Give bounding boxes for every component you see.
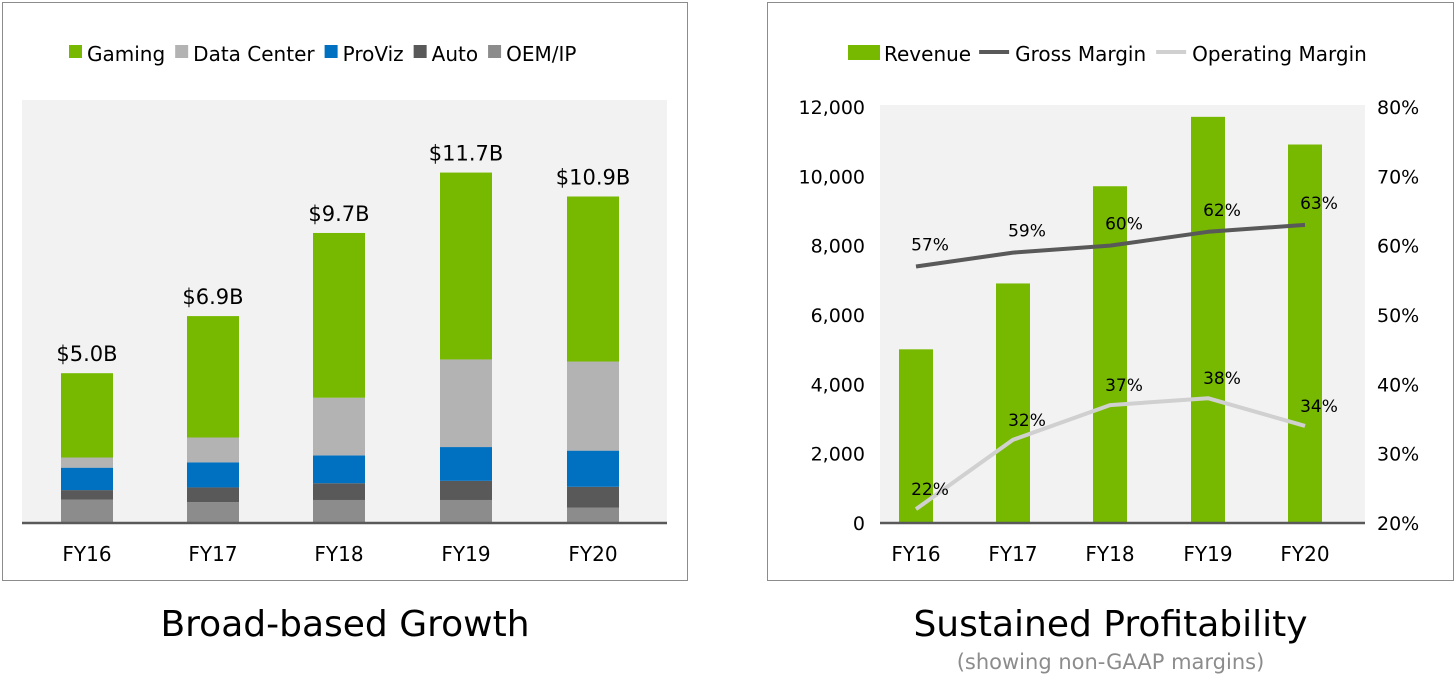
legend-swatch-data-center xyxy=(175,45,189,58)
legend-label-data-center: Data Center xyxy=(193,42,315,66)
legend-label-revenue: Revenue xyxy=(884,42,971,66)
bar-segment-oem-ip-fy18 xyxy=(313,499,365,523)
y-right-tick-label: 40% xyxy=(1377,374,1419,396)
legend-swatch-gaming xyxy=(69,45,82,58)
y-left-tick-label: 0 xyxy=(853,513,865,535)
bar-segment-proviz-fy19 xyxy=(440,447,492,481)
gross-margin-data-label: 63% xyxy=(1300,194,1338,214)
legend-label-oem-ip: OEM/IP xyxy=(506,42,576,66)
left-chart-title: Broad-based Growth xyxy=(160,604,530,645)
right-chart-title: Sustained Profitability xyxy=(913,604,1308,645)
revenue-bar-fy19 xyxy=(1191,116,1225,523)
bar-segment-gaming-fy17 xyxy=(187,316,239,438)
bar-segment-gaming-fy16 xyxy=(61,373,113,458)
bar-segment-oem-ip-fy17 xyxy=(187,502,239,523)
y-left-tick-label: 8,000 xyxy=(811,236,865,258)
x-tick-label-fy16: FY16 xyxy=(891,542,940,566)
operating-margin-data-label: 37% xyxy=(1105,376,1143,396)
x-tick-label-fy17: FY17 xyxy=(188,542,237,566)
revenue-bar-fy20 xyxy=(1288,144,1322,523)
legend-label-proviz: ProViz xyxy=(343,42,404,66)
right-chart-subtitle: (showing non-GAAP margins) xyxy=(956,650,1265,674)
bar-segment-oem-ip-fy20 xyxy=(567,507,619,523)
gross-margin-data-label: 60% xyxy=(1105,215,1143,235)
operating-margin-data-label: 34% xyxy=(1300,397,1338,417)
y-right-tick-label: 50% xyxy=(1377,305,1419,327)
total-label-fy19: $11.7B xyxy=(429,142,504,166)
bar-segment-data-center-fy20 xyxy=(567,361,619,451)
legend-label-gross-margin: Gross Margin xyxy=(1015,42,1146,66)
bar-segment-proviz-fy20 xyxy=(567,450,619,487)
y-left-tick-label: 4,000 xyxy=(811,374,865,396)
x-tick-label-fy19: FY19 xyxy=(1183,542,1232,566)
x-tick-label-fy20: FY20 xyxy=(568,542,617,566)
y-right-tick-label: 70% xyxy=(1377,166,1419,188)
y-left-tick-label: 12,000 xyxy=(799,97,865,119)
bar-segment-data-center-fy16 xyxy=(61,457,113,468)
gross-margin-data-label: 59% xyxy=(1008,222,1046,242)
bar-segment-proviz-fy18 xyxy=(313,455,365,484)
bar-segment-auto-fy16 xyxy=(61,490,113,500)
revenue-bar-fy18 xyxy=(1093,186,1127,524)
total-label-fy18: $9.7B xyxy=(308,202,369,226)
total-label-fy20: $10.9B xyxy=(556,165,631,189)
bar-segment-proviz-fy16 xyxy=(61,467,113,491)
operating-margin-data-label: 38% xyxy=(1203,369,1241,389)
total-label-fy17: $6.9B xyxy=(182,285,243,309)
bar-segment-auto-fy20 xyxy=(567,486,619,508)
legend-swatch-proviz xyxy=(324,45,338,58)
revenue-bar-fy17 xyxy=(996,283,1030,523)
legend-swatch-oem-ip xyxy=(488,45,502,58)
bar-segment-gaming-fy19 xyxy=(440,172,492,360)
y-left-tick-label: 10,000 xyxy=(799,166,865,188)
legend-label-gaming: Gaming xyxy=(87,42,165,66)
y-right-tick-label: 80% xyxy=(1377,97,1419,119)
left-chart-frame xyxy=(2,2,688,581)
y-right-tick-label: 20% xyxy=(1377,513,1419,535)
revenue-bar-fy16 xyxy=(899,349,933,523)
gross-margin-data-label: 62% xyxy=(1203,201,1241,221)
x-tick-label-fy18: FY18 xyxy=(1085,542,1134,566)
bar-segment-auto-fy18 xyxy=(313,483,365,500)
bar-segment-data-center-fy19 xyxy=(440,359,492,448)
legend-swatch-auto xyxy=(413,45,427,58)
bar-segment-gaming-fy18 xyxy=(313,232,365,398)
legend-label-operating-margin: Operating Margin xyxy=(1192,42,1367,66)
operating-margin-data-label: 32% xyxy=(1008,411,1046,431)
bar-segment-proviz-fy17 xyxy=(187,462,239,488)
y-right-tick-label: 60% xyxy=(1377,236,1419,258)
legend-label-auto: Auto xyxy=(432,42,478,66)
y-left-tick-label: 6,000 xyxy=(811,305,865,327)
bar-segment-auto-fy19 xyxy=(440,480,492,500)
y-left-tick-label: 2,000 xyxy=(811,444,865,466)
operating-margin-data-label: 22% xyxy=(911,480,949,500)
bar-segment-data-center-fy17 xyxy=(187,437,239,463)
bar-segment-oem-ip-fy16 xyxy=(61,499,113,523)
legend-swatch-revenue xyxy=(848,45,880,60)
y-right-tick-label: 30% xyxy=(1377,444,1419,466)
right-chart-frame xyxy=(767,2,1454,581)
bar-segment-gaming-fy20 xyxy=(567,196,619,362)
x-tick-label-fy19: FY19 xyxy=(441,542,490,566)
bar-segment-oem-ip-fy19 xyxy=(440,499,492,523)
x-tick-label-fy16: FY16 xyxy=(62,542,111,566)
bar-segment-auto-fy17 xyxy=(187,487,239,503)
bar-segment-data-center-fy18 xyxy=(313,397,365,456)
total-label-fy16: $5.0B xyxy=(56,342,117,366)
x-tick-label-fy17: FY17 xyxy=(988,542,1037,566)
x-tick-label-fy18: FY18 xyxy=(314,542,363,566)
gross-margin-data-label: 57% xyxy=(911,235,949,255)
x-tick-label-fy20: FY20 xyxy=(1280,542,1329,566)
